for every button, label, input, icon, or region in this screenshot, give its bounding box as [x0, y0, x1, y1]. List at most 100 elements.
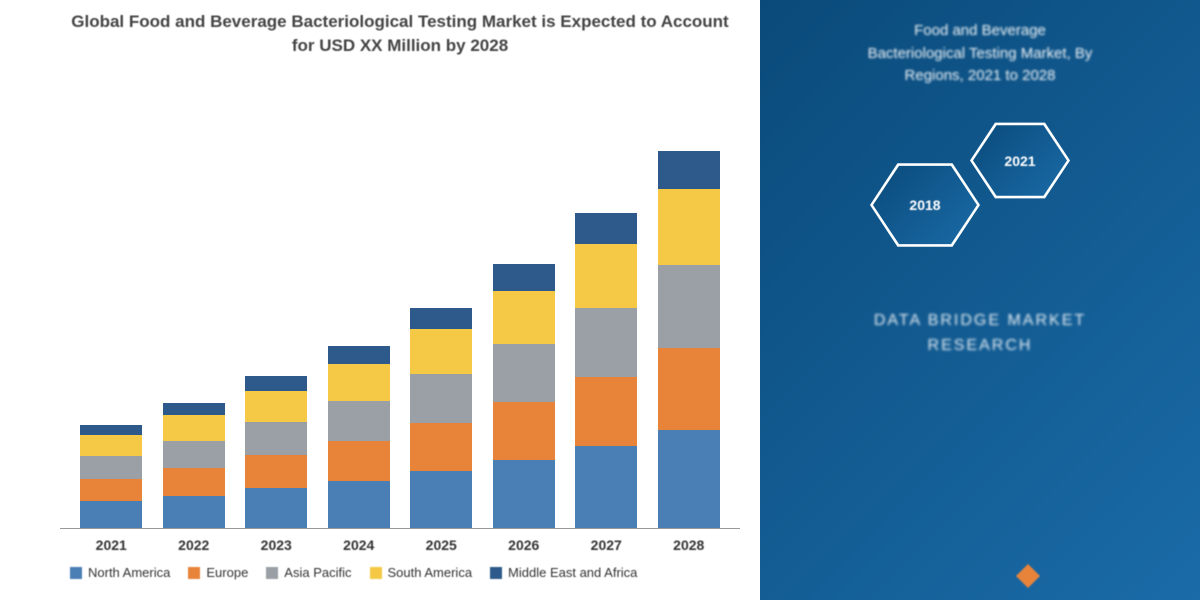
bar-segment	[163, 441, 225, 469]
stacked-bar	[80, 425, 142, 528]
bar-segment	[658, 265, 720, 348]
stacked-bar	[163, 403, 225, 528]
x-axis-label: 2024	[324, 537, 394, 553]
hex-label: 2021	[1004, 153, 1035, 169]
bar-group	[406, 308, 476, 528]
stacked-bar	[658, 151, 720, 528]
hexagon-year-start: 2018	[870, 158, 980, 253]
legend-swatch	[370, 567, 382, 579]
x-axis-label: 2021	[76, 537, 146, 553]
bar-segment	[493, 344, 555, 402]
x-axis-label: 2027	[571, 537, 641, 553]
legend-item: North America	[70, 565, 170, 580]
chart-legend: North America Europe Asia Pacific South Ame…	[60, 553, 740, 580]
bar-segment	[575, 377, 637, 446]
bar-segment	[245, 391, 307, 421]
brand-line: DATA BRIDGE MARKET	[874, 312, 1086, 329]
bar-segment	[493, 402, 555, 460]
legend-swatch	[266, 567, 278, 579]
bar-segment	[575, 213, 637, 244]
right-panel-title: Food and Beverage Bacteriological Testin…	[868, 20, 1093, 88]
bar-segment	[658, 151, 720, 189]
x-axis-label: 2028	[654, 537, 724, 553]
brand-text: DATA BRIDGE MARKET RESEARCH	[874, 308, 1086, 359]
bar-segment	[245, 422, 307, 455]
x-axis-label: 2026	[489, 537, 559, 553]
legend-label: Middle East and Africa	[508, 565, 637, 580]
bar-segment	[410, 308, 472, 330]
bar-segment	[493, 264, 555, 291]
bar-segment	[575, 244, 637, 308]
bar-segment	[658, 348, 720, 431]
bar-segment	[163, 468, 225, 496]
stacked-bar	[493, 264, 555, 528]
bar-segment	[493, 460, 555, 528]
legend-label: Asia Pacific	[284, 565, 351, 580]
x-axis-label: 2025	[406, 537, 476, 553]
bar-segment	[163, 415, 225, 441]
bar-segment	[328, 481, 390, 529]
bar-segment	[245, 488, 307, 528]
bar-segment	[245, 376, 307, 391]
bar-segment	[163, 496, 225, 528]
bar-segment	[658, 189, 720, 265]
right-title-line: Food and Beverage	[914, 22, 1046, 39]
bars-container	[60, 78, 740, 529]
legend-item: Europe	[188, 565, 248, 580]
x-axis-label: 2023	[241, 537, 311, 553]
legend-item: Asia Pacific	[266, 565, 351, 580]
bar-segment	[328, 364, 390, 401]
bar-segment	[328, 401, 390, 441]
bar-segment	[575, 308, 637, 377]
bar-group	[159, 403, 229, 528]
bar-segment	[658, 430, 720, 528]
hexagon-graphic: 2018 2021	[870, 118, 1090, 278]
stacked-bar	[575, 213, 637, 528]
stacked-bar	[328, 346, 390, 528]
bar-group	[241, 376, 311, 528]
bar-segment	[575, 446, 637, 528]
bar-group	[489, 264, 559, 528]
legend-swatch	[188, 567, 200, 579]
chart-panel: Global Food and Beverage Bacteriological…	[0, 0, 760, 600]
bar-segment	[80, 501, 142, 528]
footer-logo	[1016, 564, 1040, 588]
legend-swatch	[70, 567, 82, 579]
chart-title: Global Food and Beverage Bacteriological…	[60, 10, 740, 58]
legend-swatch	[490, 567, 502, 579]
stacked-bar	[410, 308, 472, 528]
right-title-line: Bacteriological Testing Market, By	[868, 45, 1093, 62]
bar-segment	[80, 456, 142, 479]
bar-segment	[328, 346, 390, 364]
bar-group	[654, 151, 724, 528]
legend-label: South America	[388, 565, 473, 580]
right-title-line: Regions, 2021 to 2028	[905, 67, 1056, 84]
bar-group	[324, 346, 394, 528]
bar-segment	[328, 441, 390, 481]
bar-segment	[80, 435, 142, 456]
bar-segment	[80, 425, 142, 435]
bar-segment	[410, 329, 472, 374]
bar-segment	[493, 291, 555, 344]
legend-label: North America	[88, 565, 170, 580]
stacked-bar	[245, 376, 307, 528]
bar-segment	[410, 423, 472, 471]
hexagon-year-end: 2021	[970, 118, 1070, 204]
right-panel: Food and Beverage Bacteriological Testin…	[760, 0, 1200, 600]
infographic-root: Global Food and Beverage Bacteriological…	[0, 0, 1200, 600]
legend-label: Europe	[206, 565, 248, 580]
legend-item: Middle East and Africa	[490, 565, 637, 580]
bar-group	[571, 213, 641, 528]
bar-segment	[410, 471, 472, 528]
hex-label: 2018	[909, 197, 940, 213]
x-axis-label: 2022	[159, 537, 229, 553]
chart-area: 2021 2022 2023 2024 2025 2026 2027 2028 North A…	[60, 78, 740, 580]
legend-item: South America	[370, 565, 473, 580]
bar-group	[76, 425, 146, 528]
bar-segment	[245, 455, 307, 488]
logo-icon	[1016, 564, 1040, 588]
x-axis-labels: 2021 2022 2023 2024 2025 2026 2027 2028	[60, 529, 740, 553]
brand-line: RESEARCH	[928, 337, 1033, 354]
bar-segment	[410, 374, 472, 422]
bar-segment	[80, 479, 142, 502]
